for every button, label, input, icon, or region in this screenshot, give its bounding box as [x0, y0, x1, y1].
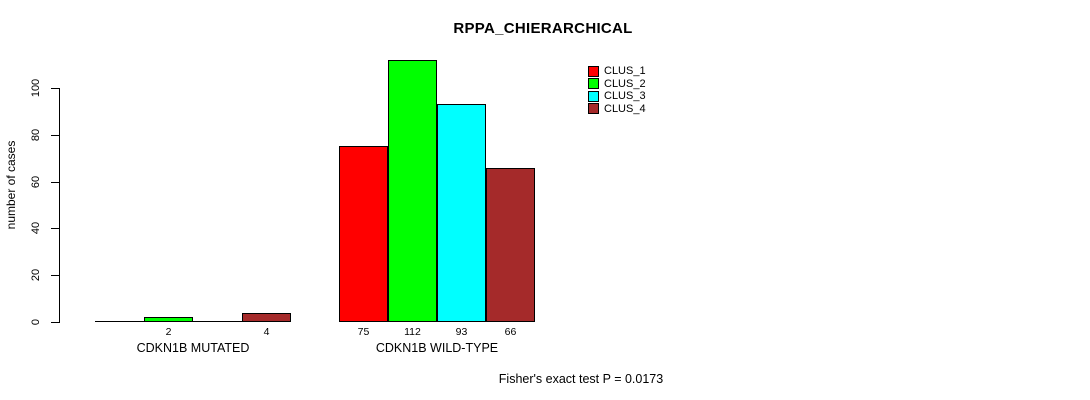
y-axis-tick — [51, 134, 59, 136]
y-axis-tick-label: 20 — [30, 269, 42, 282]
legend-swatch-clus_4 — [588, 103, 599, 115]
legend-label: CLUS_3 — [604, 90, 646, 103]
x-axis-category-label: CDKN1B MUTATED — [136, 341, 250, 355]
bar-clus_4-group2 — [486, 168, 535, 322]
legend-item: CLUS_1 — [588, 65, 646, 78]
y-axis-tick-label: 100 — [30, 78, 42, 98]
bar-clus_2-group1 — [144, 317, 193, 322]
y-axis-tick-label: 60 — [30, 175, 42, 188]
fisher-test-annotation: Fisher's exact test P = 0.0173 — [498, 372, 664, 386]
bar-value-label: 112 — [404, 326, 421, 338]
bar-clus_1-group1 — [95, 321, 144, 322]
bar-value-label: 75 — [357, 326, 370, 338]
bar-clus_3-group1 — [193, 321, 242, 322]
y-axis-tick — [51, 181, 59, 183]
legend-label: CLUS_4 — [604, 102, 646, 115]
bar-value-label: 2 — [165, 326, 172, 338]
legend-swatch-clus_1 — [588, 65, 599, 77]
bar-value-label: 66 — [504, 326, 517, 338]
y-axis-title: number of cases — [4, 140, 18, 230]
legend-swatch-clus_2 — [588, 78, 599, 90]
y-axis-tick-label: 80 — [30, 128, 42, 141]
x-axis-category-label: CDKN1B WILD-TYPE — [375, 341, 499, 355]
y-axis-tick — [51, 322, 59, 323]
chart-title: RPPA_CHIERARCHICAL — [453, 20, 633, 37]
bar-clus_1-group2 — [339, 146, 388, 322]
legend-item: CLUS_4 — [588, 103, 646, 116]
bar-clus_2-group2 — [388, 60, 437, 322]
bar-value-label: 4 — [263, 326, 270, 338]
legend-label: CLUS_2 — [604, 77, 646, 90]
legend-label: CLUS_1 — [604, 65, 646, 78]
y-axis-tick — [51, 88, 59, 89]
legend-swatch-clus_3 — [588, 90, 599, 102]
legend-item: CLUS_3 — [588, 90, 646, 103]
y-axis-tick-label: 0 — [30, 318, 42, 326]
y-axis-tick — [51, 228, 59, 230]
legend-item: CLUS_2 — [588, 78, 646, 91]
y-axis-tick-label: 40 — [30, 222, 42, 235]
bar-value-label: 93 — [455, 326, 468, 338]
bar-clus_3-group2 — [437, 104, 486, 322]
legend: CLUS_1 CLUS_2 CLUS_3 CLUS_4 — [588, 65, 646, 115]
bar-clus_4-group1 — [242, 313, 291, 322]
y-axis-tick — [51, 275, 59, 277]
y-axis-line — [59, 88, 60, 323]
